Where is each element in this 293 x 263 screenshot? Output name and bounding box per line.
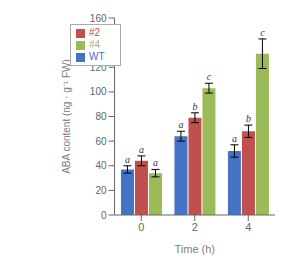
svg-text:80: 80 bbox=[95, 111, 107, 122]
svg-text:20: 20 bbox=[95, 185, 107, 196]
svg-text:a: a bbox=[153, 157, 158, 168]
svg-text:140: 140 bbox=[90, 37, 107, 48]
svg-text:c: c bbox=[260, 27, 265, 38]
svg-text:a: a bbox=[139, 144, 144, 155]
svg-text:2: 2 bbox=[192, 221, 198, 233]
svg-text:ABA content (ng · g⁻¹ FW): ABA content (ng · g⁻¹ FW) bbox=[61, 59, 72, 174]
svg-text:c: c bbox=[207, 71, 212, 82]
svg-text:0: 0 bbox=[138, 221, 144, 233]
svg-text:160: 160 bbox=[90, 13, 107, 24]
svg-text:a: a bbox=[232, 133, 237, 144]
svg-text:120: 120 bbox=[90, 62, 107, 73]
svg-text:a: a bbox=[178, 119, 183, 130]
svg-text:4: 4 bbox=[245, 221, 251, 233]
svg-text:b: b bbox=[246, 113, 251, 124]
svg-text:a: a bbox=[125, 154, 130, 165]
svg-text:100: 100 bbox=[90, 86, 107, 97]
svg-text:Time (h): Time (h) bbox=[175, 243, 216, 255]
svg-text:60: 60 bbox=[95, 136, 107, 147]
svg-text:b: b bbox=[192, 101, 197, 112]
svg-text:0: 0 bbox=[101, 210, 107, 221]
svg-text:40: 40 bbox=[95, 160, 107, 171]
